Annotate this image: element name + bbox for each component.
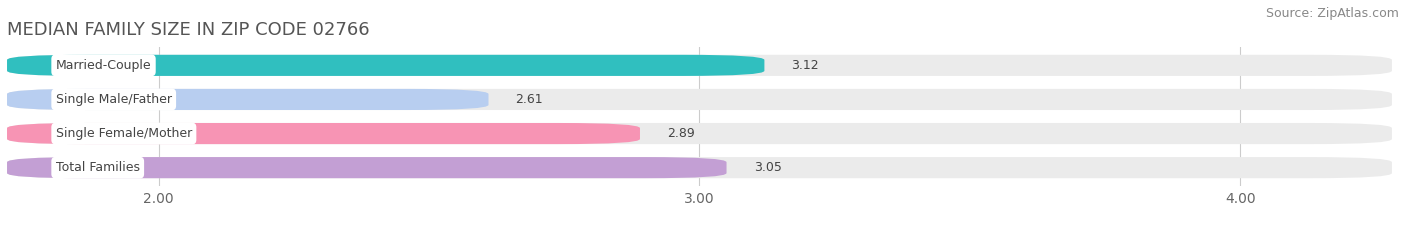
FancyBboxPatch shape: [7, 157, 727, 178]
FancyBboxPatch shape: [7, 157, 1392, 178]
Text: 3.05: 3.05: [754, 161, 782, 174]
Text: 3.12: 3.12: [792, 59, 820, 72]
Text: MEDIAN FAMILY SIZE IN ZIP CODE 02766: MEDIAN FAMILY SIZE IN ZIP CODE 02766: [7, 21, 370, 39]
Text: Total Families: Total Families: [56, 161, 139, 174]
FancyBboxPatch shape: [7, 89, 488, 110]
FancyBboxPatch shape: [7, 55, 765, 76]
Text: Source: ZipAtlas.com: Source: ZipAtlas.com: [1265, 7, 1399, 20]
FancyBboxPatch shape: [7, 123, 1392, 144]
Text: Single Female/Mother: Single Female/Mother: [56, 127, 193, 140]
Text: Single Male/Father: Single Male/Father: [56, 93, 172, 106]
Text: 2.61: 2.61: [516, 93, 543, 106]
Text: 2.89: 2.89: [666, 127, 695, 140]
FancyBboxPatch shape: [7, 89, 1392, 110]
FancyBboxPatch shape: [7, 123, 640, 144]
FancyBboxPatch shape: [7, 55, 1392, 76]
Text: Married-Couple: Married-Couple: [56, 59, 152, 72]
